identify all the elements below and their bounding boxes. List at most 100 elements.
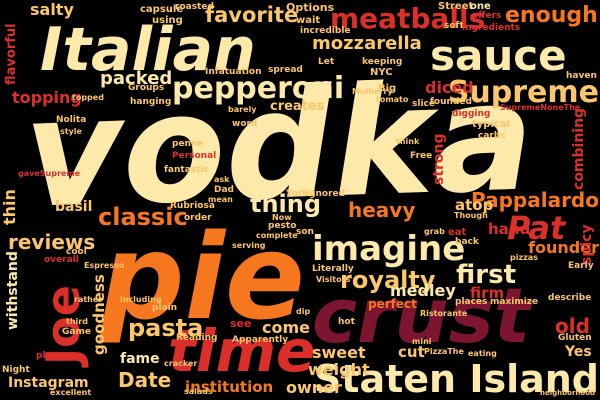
word-perfect: perfect: [368, 297, 417, 311]
word-ignored: ignored: [306, 189, 346, 199]
word-incredible: incredible: [300, 26, 351, 36]
word-complete: complete: [256, 231, 298, 240]
word-serving: serving: [232, 241, 266, 250]
word-first: first: [456, 260, 516, 290]
word-though: Though: [454, 211, 488, 220]
word-soft: soft: [444, 21, 464, 31]
word-see: see: [230, 317, 252, 330]
word-mean: mean: [208, 195, 233, 204]
word-mulberry: Mulberry: [352, 87, 393, 96]
word-topped: topped: [72, 93, 104, 102]
word-style: style: [60, 127, 82, 136]
word-neighborhood: neighborhood: [540, 389, 596, 397]
word-groups: Groups: [128, 83, 165, 93]
word-capsule: capsule: [140, 4, 184, 15]
word-york: York: [286, 189, 309, 199]
word-crust: crust: [312, 271, 531, 360]
word-plate: plate: [36, 351, 63, 361]
word-street: Street: [438, 1, 474, 12]
word-maximize: maximize: [490, 297, 539, 307]
word-date: Date: [118, 368, 172, 392]
word-goodness: goodness: [90, 274, 108, 355]
word-classic: classic: [98, 203, 188, 231]
word-spread: spread: [268, 65, 303, 75]
word-typical: typical: [472, 119, 510, 130]
word-basil: basil: [55, 199, 93, 215]
word-reviews: reviews: [8, 230, 96, 254]
word-withstand: withstand: [5, 251, 21, 330]
word-sweet: sweet: [312, 343, 366, 362]
word-gluten: Gluten: [558, 333, 592, 343]
word-one: one: [470, 1, 491, 12]
word-keeping: keeping: [362, 57, 403, 67]
word-including: including: [120, 295, 162, 304]
word-game: Game: [62, 327, 91, 337]
word-atop: atop: [455, 196, 494, 214]
word-literally: Literally: [312, 264, 354, 274]
word-personal: Personal: [172, 151, 217, 161]
word-digging: digging: [452, 109, 491, 119]
word-diced: diced: [425, 78, 474, 97]
word-fame: fame: [120, 351, 160, 367]
word-gavesupreme: gaveSupreme: [18, 169, 81, 178]
word-thing: thing: [250, 190, 322, 218]
word-big: Big: [378, 83, 397, 94]
word-night: Night: [2, 365, 30, 375]
word-overall: overall: [44, 255, 79, 265]
word-combining: combining: [571, 107, 587, 190]
word-hand: hand: [488, 220, 531, 238]
word-supreme: Supreme: [447, 75, 599, 110]
word-nolita: Nolita: [56, 115, 87, 125]
word-institution: institution: [185, 378, 274, 396]
word-weight: weight: [308, 360, 370, 379]
word-let: Let: [318, 57, 335, 67]
word-medley: medley: [390, 281, 456, 300]
word-come: come: [262, 318, 310, 337]
word-heavy: heavy: [348, 198, 416, 222]
word-roasted: roasted: [175, 2, 214, 12]
word-eating: eating: [468, 349, 497, 358]
word-nyc: NYC: [370, 67, 393, 78]
word-ingredients: ingredients: [462, 23, 521, 33]
word-flavorful: flavorful: [4, 23, 19, 85]
word-enough: enough: [505, 3, 598, 28]
word-pie: pie: [100, 208, 305, 346]
word-thin: thin: [0, 189, 19, 225]
word-free: Free: [410, 151, 433, 161]
word-creates: creates: [270, 99, 325, 114]
word-order: order: [184, 213, 212, 223]
word-penne: penne: [172, 139, 204, 149]
word-strong: strong: [431, 133, 447, 185]
word-cracker: cracker: [164, 359, 198, 368]
word-eat: eat: [448, 227, 467, 238]
word-grab: grab: [424, 227, 445, 236]
word-dip: dip: [296, 307, 311, 316]
word-think: think: [396, 137, 420, 146]
word-ask: ask: [214, 175, 230, 184]
word-carbs: carbs: [478, 131, 506, 141]
word-wait: wait: [296, 15, 321, 26]
word-time: time: [168, 317, 316, 385]
word-favorite: favorite: [205, 3, 299, 27]
word-describe: describe: [548, 293, 592, 303]
word-spicy: spicy: [579, 224, 595, 265]
word-old: old: [555, 314, 590, 338]
word-places: places: [455, 297, 488, 307]
word-word: word: [232, 119, 258, 129]
word-pasta: pasta: [128, 314, 204, 342]
word-hot: hot: [338, 317, 355, 327]
word-staten-island: Staten Island: [313, 357, 599, 400]
word-dad: Dad: [214, 185, 234, 195]
word-pesto: pesto: [268, 221, 297, 231]
word-visitors: Visitors: [316, 275, 351, 284]
word-slice: slice: [412, 99, 435, 109]
word-royalty: royalty: [340, 266, 436, 294]
word-firm: firm: [470, 284, 505, 302]
word-rather: rather: [74, 295, 103, 304]
word-using: using: [152, 15, 183, 26]
word-offers: offers: [472, 11, 502, 21]
word-supremenonethe: SupremeNoneThe: [500, 103, 581, 112]
word-back: back: [455, 237, 479, 247]
word-pappalardo: Pappalardo: [470, 188, 599, 212]
